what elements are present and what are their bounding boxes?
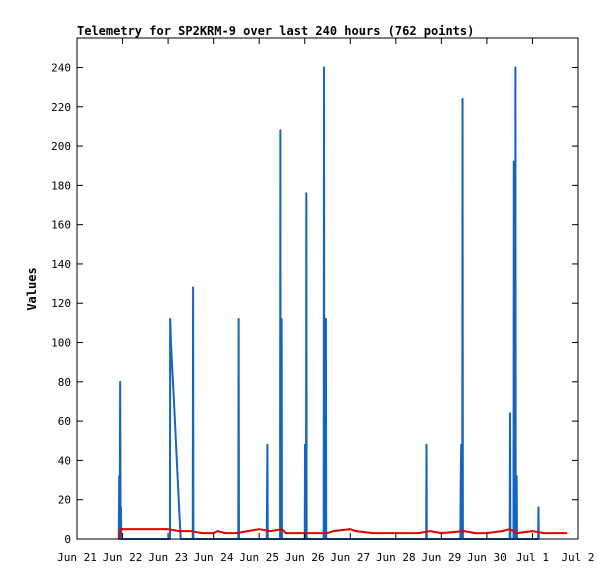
data-point [237, 318, 240, 320]
data-point [178, 530, 181, 532]
series-0 [117, 66, 540, 540]
data-point [201, 532, 204, 534]
data-point [417, 532, 420, 534]
y-tick-label: 180 [51, 179, 71, 192]
x-tick-label: Jun 29 [421, 551, 461, 564]
x-tick-label: Jun 22 [103, 551, 143, 564]
data-point [266, 443, 269, 446]
data-point [474, 532, 477, 534]
data-point [543, 532, 545, 534]
data-point [516, 532, 519, 534]
data-point [463, 530, 465, 532]
data-point [460, 443, 463, 446]
data-point [172, 396, 175, 399]
data-point [224, 532, 226, 534]
data-point [326, 532, 329, 534]
data-point [280, 318, 283, 320]
data-point [167, 528, 169, 530]
data-point [514, 66, 517, 69]
y-tick-label: 20 [58, 494, 71, 507]
data-point [332, 530, 334, 532]
y-tick-label: 160 [51, 219, 71, 232]
data-point [355, 530, 357, 532]
data-point [258, 528, 260, 530]
data-point [192, 286, 194, 289]
y-tick-label: 80 [58, 376, 71, 389]
data-point [531, 530, 534, 532]
data-point [508, 528, 511, 530]
data-point [372, 532, 374, 534]
x-tick-label: Jun 28 [376, 551, 416, 564]
data-point [144, 528, 147, 530]
chart-title: Telemetry for SP2KRM-9 over last 240 hou… [77, 24, 474, 38]
y-tick-label: 60 [58, 415, 71, 428]
x-tick-label: Jun 24 [194, 551, 234, 564]
data-point [266, 491, 268, 493]
y-tick-label: 240 [51, 61, 71, 74]
y-tick-label: 140 [51, 258, 71, 271]
data-point [281, 528, 283, 530]
data-point [171, 361, 173, 363]
y-tick-label: 40 [58, 454, 71, 467]
data-point [169, 318, 171, 320]
x-tick-label: Jul 1 [516, 551, 549, 564]
data-point [118, 534, 121, 536]
x-tick-label: Jun 26 [285, 551, 325, 564]
data-point [305, 192, 308, 195]
data-point [284, 532, 287, 534]
x-tick-label: Jun 25 [239, 551, 279, 564]
data-point [119, 528, 122, 530]
y-tick-label: 200 [51, 140, 71, 153]
data-point [119, 381, 121, 383]
data-point [349, 528, 352, 530]
x-tick-label: Jun 30 [467, 551, 507, 564]
data-point [315, 532, 317, 534]
data-point [565, 532, 568, 534]
data-point [512, 160, 515, 163]
data-point [459, 491, 462, 493]
series-line-1 [117, 528, 567, 540]
plot-frame [76, 37, 579, 540]
y-tick-label: 100 [51, 337, 71, 350]
data-point [169, 326, 172, 328]
data-point [383, 532, 386, 534]
data-point [120, 506, 122, 509]
data-point [190, 530, 192, 532]
data-point [460, 459, 462, 462]
y-tick-label: 220 [51, 101, 71, 114]
x-tick-label: Jul 2 [561, 551, 594, 564]
data-point [554, 532, 557, 534]
data-point [216, 530, 219, 532]
y-axis-label: Values [25, 267, 39, 310]
data-point [509, 412, 511, 415]
data-point [178, 514, 181, 517]
data-point [247, 530, 249, 532]
y-tick-label: 0 [64, 533, 71, 546]
data-point [323, 66, 325, 69]
data-point [429, 530, 431, 532]
data-point [118, 475, 121, 477]
data-point [304, 443, 306, 446]
data-point [325, 318, 327, 320]
data-point [537, 506, 540, 509]
series-layer [117, 66, 568, 540]
data-point [501, 530, 503, 532]
y-tick-label: 120 [51, 297, 71, 310]
x-tick-label: Jun 27 [330, 551, 370, 564]
data-point [279, 129, 282, 132]
x-tick-label: Jun 23 [148, 551, 188, 564]
x-tick-label: Jun 21 [57, 551, 97, 564]
data-point [174, 436, 177, 438]
data-point [515, 475, 518, 477]
data-point [169, 337, 172, 340]
data-point [461, 98, 464, 100]
data-point [425, 443, 428, 446]
series-line-0 [117, 66, 540, 540]
data-point [269, 530, 272, 532]
data-point [235, 532, 238, 534]
data-point [176, 475, 179, 477]
axes-layer: 0 20 40 60 80 100 120 140 160 180 200 220 240 Jun 21 J… [51, 38, 595, 564]
